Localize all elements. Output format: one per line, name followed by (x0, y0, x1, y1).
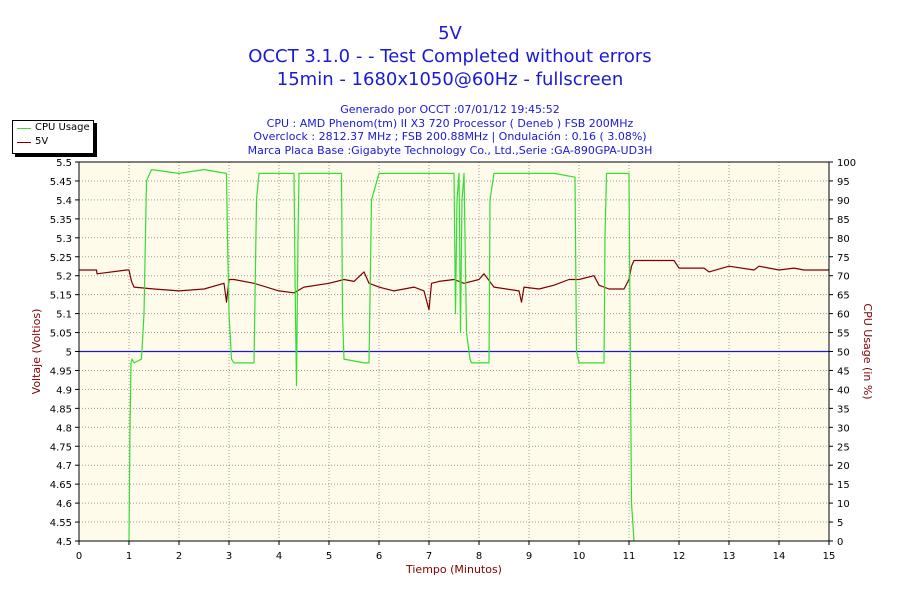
legend-label-cpu-usage: CPU Usage (35, 122, 90, 133)
x-tick-label: 7 (426, 551, 432, 562)
y2-tick-label: 50 (837, 348, 850, 359)
x-tick-label: 11 (623, 551, 636, 562)
legend-swatch-5v (17, 142, 31, 143)
y-tick-label: 4.6 (56, 499, 72, 510)
y2-tick-label: 75 (837, 253, 850, 264)
y2-tick-label: 85 (837, 215, 850, 226)
y-tick-label: 5.4 (56, 196, 72, 207)
legend-item-cpu-usage: CPU Usage (13, 121, 93, 135)
y2-tick-label: 35 (837, 404, 850, 415)
y2-tick-label: 20 (837, 461, 850, 472)
info-line-cpu: CPU : AMD Phenom(tm) II X3 720 Processor… (266, 116, 634, 130)
y2-tick-label: 55 (837, 329, 850, 340)
chart-subtitle-2: 15min - 1680x1050@60Hz - fullscreen (276, 69, 624, 90)
x-tick-label: 14 (773, 551, 786, 562)
y2-tick-label: 80 (837, 234, 850, 245)
x-tick-label: 1 (126, 551, 132, 562)
y2-tick-label: 15 (837, 480, 850, 491)
y2-tick-label: 0 (837, 537, 843, 548)
y-axis-title: Voltaje (Voltios) (30, 309, 43, 395)
series-5v-line (79, 259, 829, 311)
x-tick-label: 15 (823, 551, 836, 562)
x-tick-label: 0 (76, 551, 82, 562)
y2-axis-title: CPU Usage (in %) (861, 303, 874, 399)
y-tick-label: 4.8 (56, 423, 72, 434)
y2-tick-label: 65 (837, 291, 850, 302)
y2-tick-label: 25 (837, 442, 850, 453)
y2-tick-label: 30 (837, 423, 850, 434)
x-tick-label: 3 (226, 551, 232, 562)
series-cpu-usage-line (128, 169, 635, 542)
y-tick-label: 5.45 (50, 177, 72, 188)
axis-ticks (75, 161, 833, 545)
x-tick-label: 6 (376, 551, 382, 562)
y-tick-label: 5.25 (50, 253, 72, 264)
y-tick-label: 5.2 (56, 272, 72, 283)
x-tick-label: 5 (326, 551, 332, 562)
y-tick-label: 4.75 (50, 442, 72, 453)
x-tick-label: 12 (673, 551, 686, 562)
y2-tick-label: 40 (837, 385, 850, 396)
y-tick-label: 5.5 (56, 158, 72, 169)
y-tick-label: 4.85 (50, 404, 72, 415)
y2-tick-label: 5 (837, 518, 843, 529)
y2-tick-label: 10 (837, 499, 850, 510)
legend-label-5v: 5V (35, 136, 49, 147)
title-block: 5V OCCT 3.1.0 - - Test Completed without… (0, 22, 900, 91)
legend-item-5v: 5V (13, 135, 93, 149)
x-tick-label: 4 (276, 551, 282, 562)
chart-subtitle-1: OCCT 3.1.0 - - Test Completed without er… (248, 46, 652, 67)
y2-tick-label: 70 (837, 272, 850, 283)
x-tick-label: 9 (526, 551, 532, 562)
info-line-overclock: Overclock : 2812.37 MHz ; FSB 200.88MHz … (253, 130, 647, 143)
y2-tick-label: 60 (837, 310, 850, 321)
x-tick-label: 13 (723, 551, 736, 562)
y2-tick-label: 95 (837, 177, 850, 188)
y-tick-label: 4.5 (56, 537, 72, 548)
y2-tick-label: 45 (837, 366, 850, 377)
y-tick-label: 4.95 (50, 366, 72, 377)
y2-tick-label: 100 (837, 158, 856, 169)
chart-title: 5V (438, 23, 462, 44)
y-tick-label: 4.55 (50, 518, 72, 529)
info-line-motherboard: Marca Placa Base :Gigabyte Technology Co… (247, 143, 653, 157)
y-tick-label: 4.9 (56, 385, 72, 396)
legend: CPU Usage 5V (12, 120, 94, 154)
y-tick-label: 4.65 (50, 480, 72, 491)
y-tick-label: 4.7 (56, 461, 72, 472)
y-tick-label: 5 (66, 348, 72, 359)
y-tick-label: 5.35 (50, 215, 72, 226)
x-tick-label: 8 (476, 551, 482, 562)
info-line-generated: Generado por OCCT :07/01/12 19:45:52 (340, 103, 560, 116)
y-tick-label: 5.05 (50, 329, 72, 340)
y-tick-label: 5.15 (50, 291, 72, 302)
y-tick-label: 5.1 (56, 310, 72, 321)
y-tick-label: 5.3 (56, 234, 72, 245)
y2-tick-label: 90 (837, 196, 850, 207)
legend-swatch-cpu-usage (17, 128, 31, 129)
info-block: Generado por OCCT :07/01/12 19:45:52 CPU… (0, 103, 900, 157)
x-tick-label: 2 (176, 551, 182, 562)
x-tick-label: 10 (573, 551, 586, 562)
x-axis-title: Tiempo (Minutos) (405, 563, 502, 576)
